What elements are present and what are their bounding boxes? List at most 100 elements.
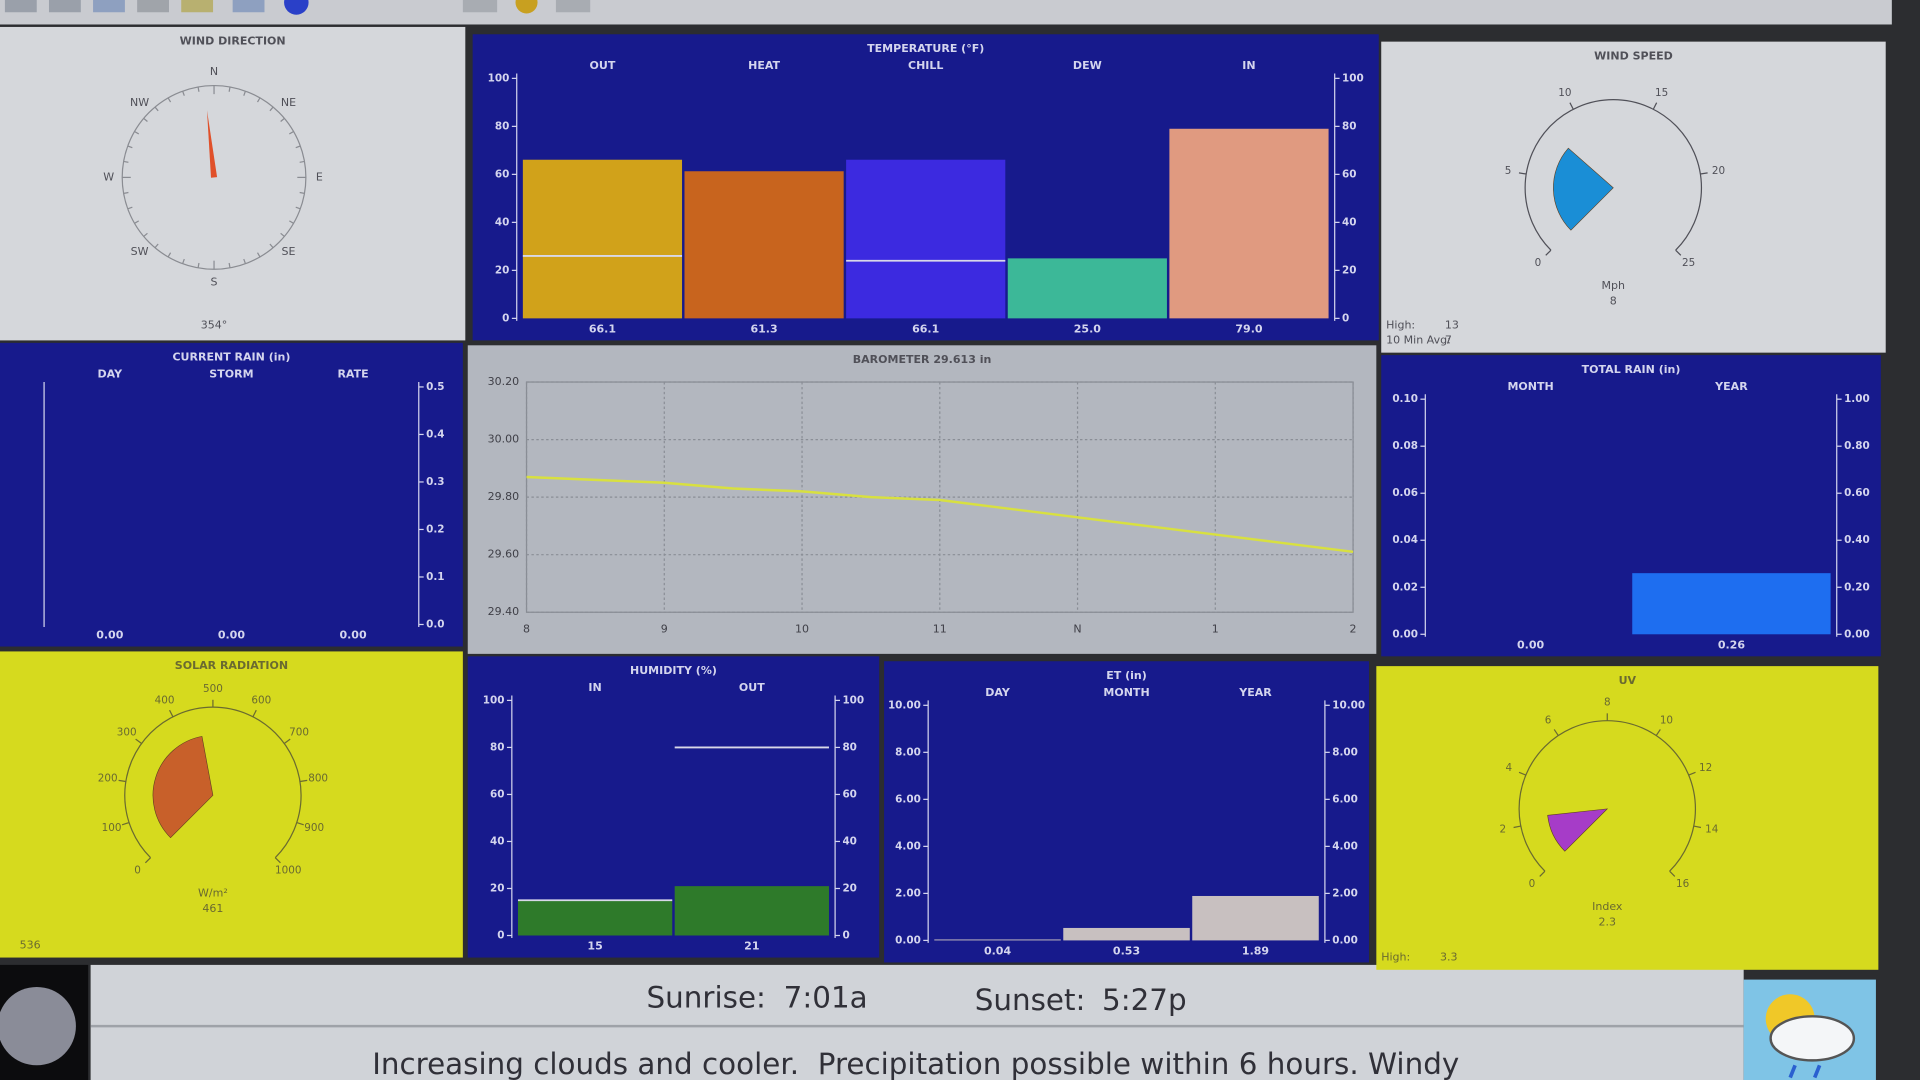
compass-tick [280,232,285,237]
gauge-tick-label: 700 [289,727,309,739]
category-label: IN [588,681,601,694]
tick-label: 1.00 [1844,393,1870,405]
sunrise-time: 7:01a [784,981,868,1015]
stat-value: 7 [1445,333,1452,346]
panel: BAROMETER 29.613 in 8 9 10 11 N 1 2 29.40 29.60 29… [467,345,1377,654]
compass-tick [289,130,294,135]
bar [674,886,829,936]
gauge-tick [1700,172,1708,175]
toolbar-button[interactable] [515,0,538,14]
toolbar-button[interactable] [93,0,125,13]
toolbar-button[interactable] [555,0,591,13]
y-tick-label: 29.40 [488,605,520,618]
tick-label: 2.00 [1332,887,1358,899]
value-label: 79.0 [1235,322,1263,335]
panel-background [1376,666,1879,970]
toolbar-button[interactable] [4,0,37,13]
value-label: 15 [587,940,602,953]
tick-label: 80 [495,120,509,132]
toolbar-button[interactable] [232,0,265,13]
panel-background [1381,41,1886,353]
category-label: MONTH [1103,686,1149,699]
gauge-tick [1545,249,1552,256]
gauge-tick-label: 2 [1499,824,1506,836]
toolbar-buttons [4,0,591,15]
tick-label: 6.00 [895,793,921,805]
tick-label: 8.00 [895,746,921,758]
gauge-tick-label: 15 [1655,87,1668,99]
gauge-tick [1669,870,1676,877]
value-label: 66.1 [589,322,616,335]
gauge-value: 461 [202,902,223,915]
panel-title: WIND DIRECTION [180,35,286,48]
compass-tick [182,90,185,96]
toolbar-button[interactable] [137,0,169,13]
gauge-unit: Mph [1602,279,1625,292]
bar [522,159,683,319]
category-label: STORM [209,368,253,381]
tick-label: 40 [842,835,856,847]
y-tick-label: 29.60 [488,548,520,561]
forecast-text: Increasing clouds and cooler. Precipitat… [372,1047,1459,1080]
bar [1632,573,1831,635]
direction-value: 354° [201,319,228,332]
tick-label: 40 [490,835,504,847]
bar [846,159,1006,319]
tick-label: 8.00 [1332,746,1358,758]
compass-label: N [210,65,218,78]
gauge-tick-label: 10 [1660,714,1673,726]
compass-tick [134,130,140,135]
y-tick-label: 29.80 [488,490,520,503]
tick-label: 0.40 [1844,534,1870,546]
tick-label: 0.20 [1844,581,1870,593]
panel-background [0,651,463,958]
gauge-tick [1655,729,1661,736]
toolbar-button[interactable] [48,0,81,13]
gauge-tick-label: 14 [1705,824,1719,836]
toolbar-button[interactable] [284,0,309,15]
gauge-tick [1539,870,1546,877]
gauge-tick-label: 20 [1712,165,1725,177]
compass-tick [228,86,231,92]
tick-label: 0.00 [1392,628,1418,640]
gauge-tick [1652,102,1658,110]
tick-label: 0.0 [426,618,444,630]
bar [517,900,673,936]
compass-tick [280,117,285,122]
compass-tick [197,262,200,268]
compass-tick [269,243,274,249]
gauge-tick-label: 10 [1558,87,1571,99]
bar [1192,895,1319,941]
compass-tick [123,191,129,194]
gauge-tick [118,779,126,783]
gauge-tick [252,709,257,718]
tick-label: 4.00 [1332,840,1358,852]
gauge-tick [1553,729,1559,736]
category-label: OUT [739,681,765,694]
gauge-arc [1524,99,1703,251]
tick-label: 0.4 [426,428,444,440]
tick-label: 0.60 [1844,487,1870,499]
compass-label: SW [131,245,149,258]
tick-label: 20 [842,882,856,894]
tick-label: 20 [495,264,509,276]
gauge-tick-label: 0 [1535,257,1542,269]
panel-title: CURRENT RAIN (in) [172,351,290,364]
compass-tick [289,220,294,224]
toolbar-button[interactable] [181,0,214,13]
bar [1063,927,1190,941]
gauge-value: 2.3 [1598,916,1616,929]
gauge-tick-label: 800 [308,773,328,785]
toolbar-button[interactable] [462,0,498,13]
compass-label: NW [130,96,149,109]
compass-label: S [211,276,218,289]
value-label: 0.04 [984,944,1012,957]
category-label: DAY [97,368,123,381]
gauge-wedge [152,736,214,839]
compass-tick [127,206,133,210]
compass-tick [299,160,305,163]
tick-label: 2.00 [895,887,921,899]
tick-label: 0.00 [895,934,921,946]
gauge-tick-label: 0 [1529,878,1536,890]
gauge-tick [1675,249,1682,256]
